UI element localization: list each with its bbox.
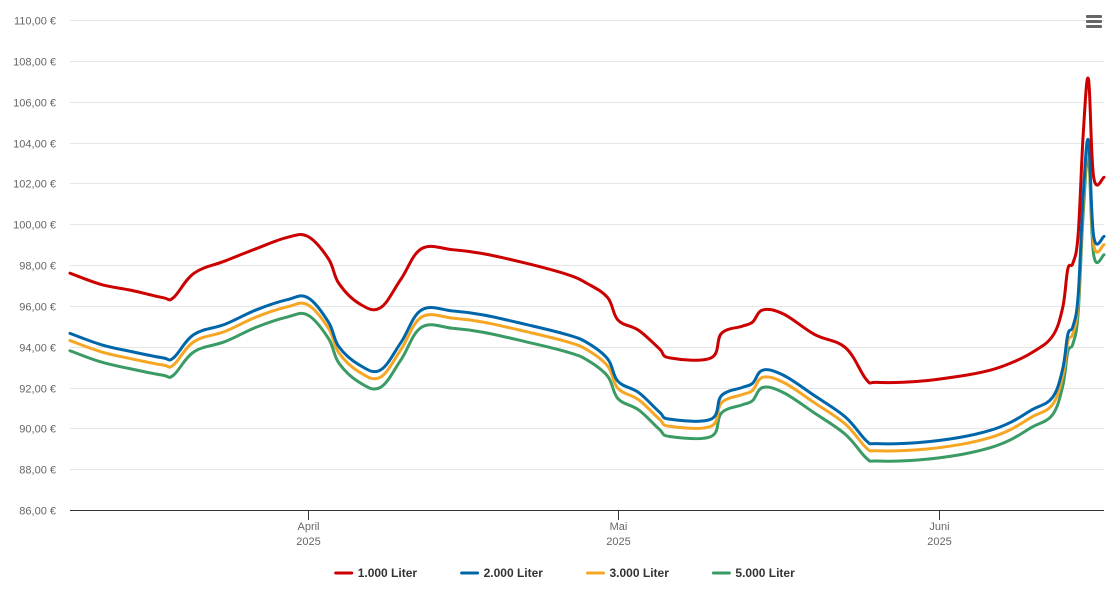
- y-tick-label: 98,00 €: [19, 261, 56, 273]
- x-tick-sublabel: 2025: [606, 536, 630, 548]
- menu-bar: [1086, 15, 1102, 18]
- menu-bar: [1086, 20, 1102, 23]
- hamburger-menu-icon[interactable]: [1082, 12, 1106, 34]
- y-tick-label: 100,00 €: [13, 220, 56, 232]
- x-tick-sublabel: 2025: [927, 536, 951, 548]
- series-line-1[interactable]: [68, 76, 1106, 385]
- y-tick-label: 104,00 €: [13, 139, 56, 151]
- y-axis: 86,00 € 88,00 € 90,00 € 92,00 € 94,00 € 96,00…: [13, 16, 56, 518]
- legend-label: 5.000 Liter: [735, 566, 795, 580]
- series-line-2[interactable]: [68, 137, 1106, 446]
- y-tick-label: 96,00 €: [19, 302, 56, 314]
- legend-item[interactable]: 3.000 Liter: [586, 566, 670, 580]
- y-tick-label: 92,00 €: [19, 384, 56, 396]
- y-tick-label: 108,00 €: [13, 57, 56, 69]
- legend: 1.000 Liter 2.000 Liter 3.000 Liter 5.000 L…: [334, 566, 795, 580]
- y-tick-label: 110,00 €: [14, 16, 56, 28]
- legend-item[interactable]: 5.000 Liter: [711, 566, 795, 580]
- legend-item[interactable]: 1.000 Liter: [334, 566, 418, 580]
- x-tick-label: Mai: [610, 521, 628, 533]
- series-line-4[interactable]: [68, 154, 1106, 463]
- legend-label: 2.000 Liter: [484, 566, 544, 580]
- legend-item[interactable]: 2.000 Liter: [460, 566, 544, 580]
- y-tick-label: 106,00 €: [13, 98, 56, 110]
- y-tick-label: 102,00 €: [13, 179, 56, 191]
- grid-lines: [70, 20, 1104, 470]
- x-axis: April 2025 Mai 2025 Juni 2025: [70, 510, 1104, 548]
- y-tick-label: 94,00 €: [19, 343, 56, 355]
- series-lines: [68, 76, 1106, 463]
- legend-label: 1.000 Liter: [358, 566, 418, 580]
- menu-bar: [1086, 25, 1102, 28]
- x-tick-label: April: [297, 521, 319, 533]
- y-tick-label: 90,00 €: [19, 424, 56, 436]
- x-tick-label: Juni: [929, 521, 949, 533]
- x-tick-sublabel: 2025: [296, 536, 320, 548]
- y-tick-label: 86,00 €: [19, 506, 56, 518]
- legend-label: 3.000 Liter: [610, 566, 670, 580]
- series-line-3[interactable]: [68, 145, 1106, 453]
- y-tick-label: 88,00 €: [19, 465, 56, 477]
